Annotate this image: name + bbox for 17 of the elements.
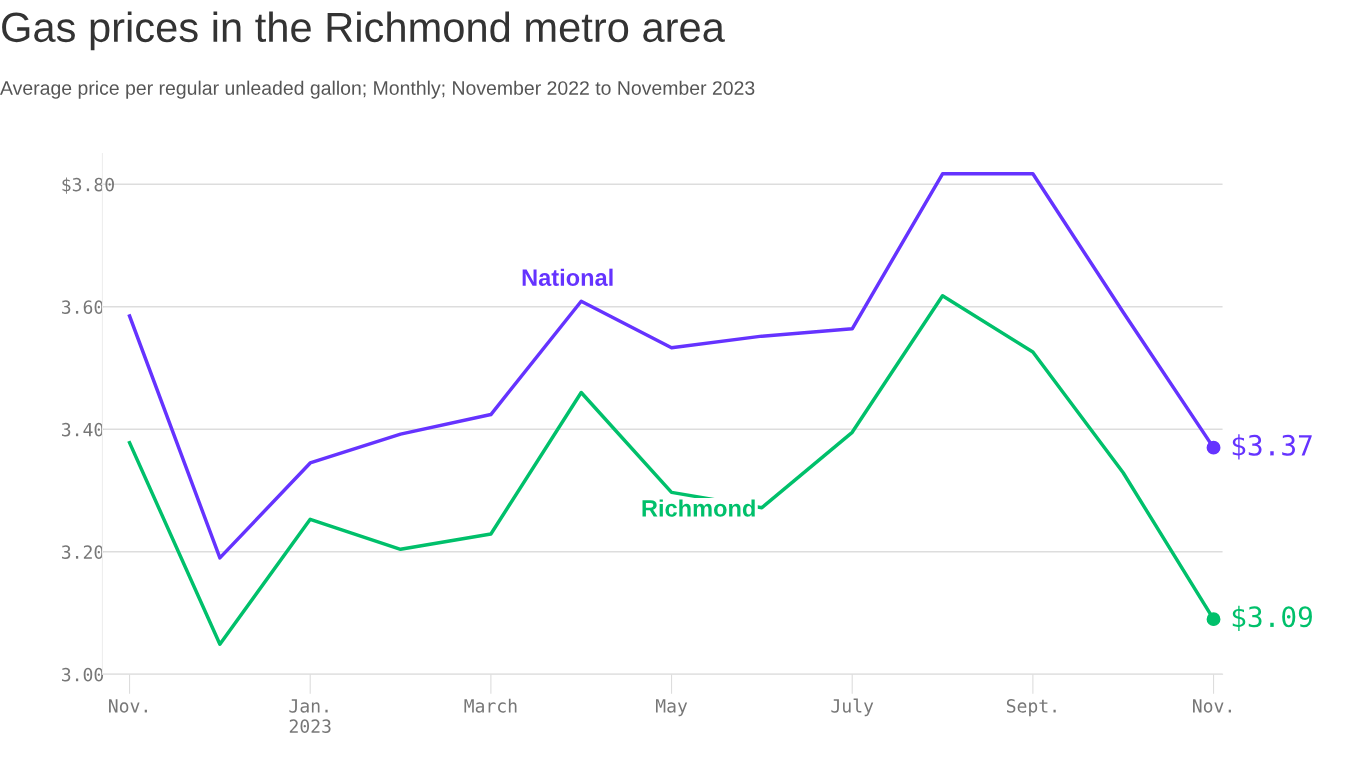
chart-title: Gas prices in the Richmond metro area	[2, 11, 725, 51]
x-tick-label: July	[831, 698, 874, 717]
y-tick-label: $3.80	[62, 177, 114, 194]
series-label: Richmond	[642, 499, 755, 517]
x-tick-label: Nov.	[109, 699, 147, 713]
x-tick-label: Jan. 2023	[289, 699, 331, 734]
y-tick-label: 3.00	[61, 667, 104, 682]
y-tick-label: 3.40	[61, 422, 104, 437]
chart-subtitle: Average price per regular unleaded gallon; Monthly; November 2022 to November 2023	[0, 80, 755, 99]
y-tick-label: 3.60	[61, 300, 104, 314]
x-tick-label: May	[656, 699, 688, 717]
data-label: $3.37	[1232, 434, 1312, 460]
series-label: National	[522, 268, 613, 286]
x-tick-label: Sept.	[1006, 699, 1056, 717]
x-tick-label: March	[464, 698, 517, 713]
x-tick-label: Nov.	[1193, 699, 1231, 713]
data-label: $3.09	[1232, 605, 1312, 631]
